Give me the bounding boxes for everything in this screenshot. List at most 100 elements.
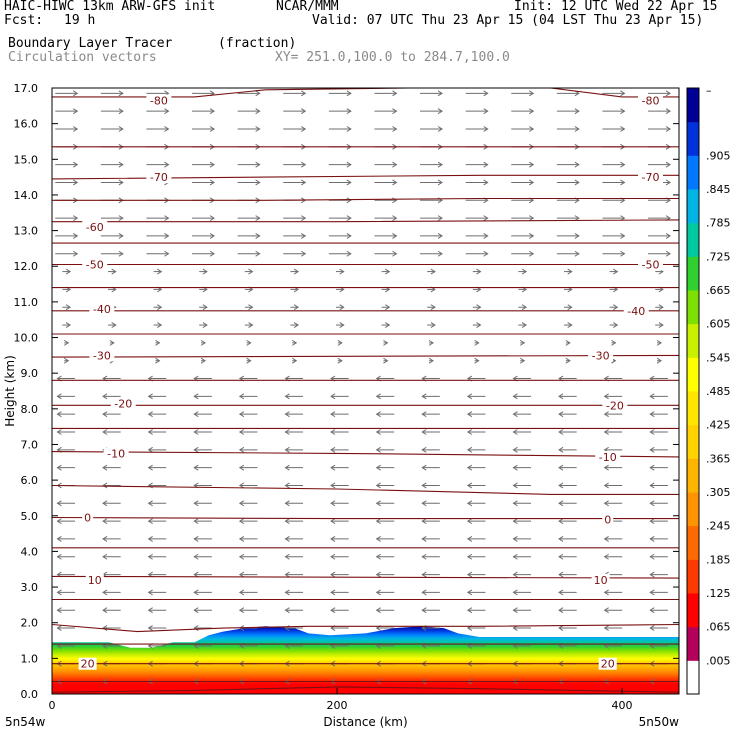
circulation-vector	[512, 446, 532, 453]
xy-label: XY= 251.0,100.0 to 284.7,100.0	[275, 50, 510, 65]
circulation-vector	[648, 250, 671, 257]
contour-label: -80	[150, 94, 168, 107]
circulation-vector	[55, 215, 79, 222]
x-tick-label: 200	[327, 699, 348, 712]
circulation-vector	[427, 304, 436, 311]
circulation-vector	[512, 589, 532, 596]
circulation-vector	[237, 126, 261, 132]
circulation-vector	[199, 268, 208, 275]
colorbar-label: .725	[706, 250, 731, 263]
circulation-vector	[146, 126, 170, 132]
temperature-contour	[52, 686, 679, 693]
circulation-vector	[290, 268, 300, 275]
colorbar-swatch	[687, 222, 699, 257]
circulation-vector	[330, 518, 349, 525]
circulation-vector	[283, 215, 307, 222]
x-endpoint-left: 5n54w	[5, 715, 46, 729]
circulation-vector	[558, 518, 577, 525]
circulation-vector	[56, 589, 76, 596]
circulation-vector	[153, 304, 163, 311]
circulation-vector	[336, 322, 345, 328]
circulation-vector	[564, 268, 573, 275]
circulation-vector	[609, 322, 619, 328]
circulation-vector	[62, 268, 72, 275]
circulation-vector	[649, 553, 668, 560]
circulation-vector	[192, 215, 215, 222]
circulation-vector	[558, 411, 577, 418]
circulation-vector	[375, 482, 395, 489]
circulation-vector	[512, 393, 532, 400]
circulation-vector	[466, 589, 486, 596]
circulation-vector	[108, 268, 117, 275]
circulation-vector	[330, 607, 349, 614]
circulation-vector	[420, 126, 443, 132]
circulation-vector	[427, 268, 436, 275]
circulation-vector	[374, 179, 398, 186]
circulation-vector	[328, 161, 352, 168]
circulation-vector	[465, 126, 489, 132]
circulation-vector	[330, 429, 349, 435]
colorbar-swatch	[687, 458, 699, 493]
colorbar-label: .305	[706, 486, 731, 499]
circulation-vector	[511, 215, 535, 222]
circulation-vector	[512, 500, 532, 507]
circulation-vector	[56, 429, 76, 435]
circulation-vector	[237, 161, 261, 168]
circulation-vector	[147, 589, 167, 596]
y-tick-label: 14.0	[14, 189, 39, 202]
circulation-vector	[374, 126, 398, 132]
circulation-vector	[109, 339, 115, 346]
circulation-vector	[291, 357, 298, 364]
circulation-vector	[244, 304, 254, 311]
circulation-vector	[199, 322, 208, 328]
circulation-vector	[556, 108, 580, 115]
circulation-vector	[603, 500, 623, 507]
circulation-vector	[558, 571, 577, 578]
circulation-vector	[421, 482, 440, 489]
circulation-vector	[420, 233, 443, 239]
circulation-vector	[237, 250, 261, 257]
circulation-vector	[511, 179, 535, 186]
y-axis-label: Height (km)	[3, 355, 17, 426]
circulation-vector	[558, 429, 577, 435]
circulation-vector	[238, 518, 258, 525]
circulation-vector	[100, 126, 124, 132]
circulation-vector	[193, 464, 212, 471]
circulation-vector	[420, 90, 443, 97]
circulation-vector	[193, 589, 212, 596]
y-tick-label: 3.0	[21, 581, 39, 594]
circulation-vector	[420, 215, 443, 222]
circulation-vector	[193, 411, 212, 418]
circulation-vector	[472, 322, 482, 328]
circulation-vector	[56, 607, 76, 614]
circulation-vector	[284, 553, 304, 560]
circulation-vector	[337, 339, 343, 346]
circulation-vector	[420, 250, 443, 257]
circulation-vector	[421, 607, 440, 614]
circulation-vector	[102, 625, 121, 631]
circulation-vector	[284, 482, 304, 489]
contour-label-bg	[89, 349, 115, 362]
circulation-vector	[193, 500, 212, 507]
circulation-vector	[147, 411, 167, 418]
contour-label-bg	[591, 573, 610, 586]
circulation-vector	[511, 126, 535, 132]
colorbar-swatch	[687, 525, 699, 560]
circulation-vector	[375, 518, 395, 525]
circulation-vector	[374, 215, 398, 222]
circulation-vector	[147, 393, 167, 400]
circulation-vector	[381, 322, 391, 328]
circulation-vector	[102, 429, 121, 435]
circulation-vector	[238, 464, 258, 471]
circulation-vector	[146, 250, 170, 257]
y-tick-label: 0.0	[21, 688, 39, 701]
circulation-vector	[465, 90, 489, 97]
circulation-vector	[146, 233, 170, 239]
circulation-vector	[375, 536, 395, 542]
contour-label-bg	[595, 450, 621, 463]
circulation-vector	[147, 607, 167, 614]
circulation-vector	[374, 233, 398, 239]
colorbar-swatch	[687, 559, 699, 594]
y-tick-label: 15.0	[14, 153, 39, 166]
